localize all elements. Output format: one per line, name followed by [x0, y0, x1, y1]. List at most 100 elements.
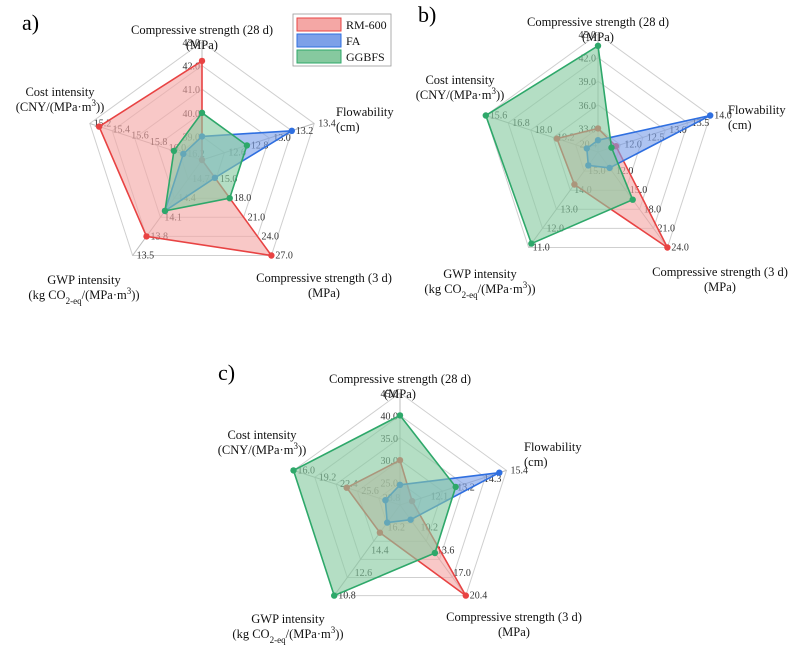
series-area-ggbfs: [292, 414, 457, 597]
axis-title-line: Cost intensity: [425, 73, 495, 87]
grid-ring: [89, 41, 315, 256]
axis-title-line: (cm): [524, 455, 548, 469]
legend-label: RM-600: [346, 18, 387, 32]
tick-label: 15.4: [511, 465, 529, 476]
chart-legend: RM-600 FA GGBFS: [292, 13, 392, 67]
data-point-fa: [707, 112, 714, 119]
axis-title-1: Flowability (cm): [524, 440, 582, 469]
radar-panel-a: a)39.040.041.042.043.012.612.813.013.213…: [16, 10, 395, 306]
axis-title-line: Flowability: [728, 103, 786, 117]
tick-label: 43.0: [183, 38, 201, 49]
data-point-rm-600: [664, 244, 671, 251]
axis-title-0: Compressive strength (28 d) (MPa): [329, 372, 471, 401]
axis-title-line: GWP intensity: [47, 273, 121, 287]
tick-label: 21.0: [248, 212, 266, 223]
data-point-rm-600: [268, 252, 275, 259]
legend-label: FA: [346, 34, 361, 48]
radar-panel-c: c)25.030.035.040.045.012.113.214.315.410…: [218, 360, 583, 645]
axis-title-line: (MPa): [582, 30, 614, 44]
axis-title-2: Compressive strength (3 d) (MPa): [256, 271, 392, 300]
tick-label: 17.0: [453, 568, 471, 579]
data-point-rm-600: [143, 233, 150, 240]
data-point-ggbfs: [528, 240, 535, 247]
axis-title-4: Cost intensity (CNY/(MPa·m3)): [218, 428, 307, 457]
axis-title-line: (CNY/(MPa·m3)): [16, 98, 105, 114]
axis-title-line: Compressive strength (28 d): [131, 23, 273, 37]
grid-ring: [292, 392, 508, 597]
data-point-ggbfs: [452, 483, 459, 491]
grid-ring: [485, 33, 711, 248]
tick-label: 18.0: [644, 204, 662, 215]
axis-title-3: GWP intensity (kg CO2-eq/(MPa·m3)): [232, 612, 343, 645]
data-point-ggbfs: [243, 142, 251, 149]
data-point-fa: [496, 469, 503, 476]
tick-label: 24.0: [671, 243, 689, 254]
data-point-ggbfs: [608, 144, 615, 151]
tick-label: 24.0: [262, 231, 280, 242]
axis-title-line: GWP intensity: [443, 267, 517, 281]
tick-label: 40.0: [381, 411, 399, 422]
tick-label: 45.0: [381, 389, 399, 400]
axis-title-line: (kg CO2-eq/(MPa·m3)): [232, 625, 343, 645]
panel-label: c): [218, 360, 235, 385]
data-point-rm-600: [95, 123, 103, 130]
data-point-ggbfs: [161, 207, 169, 215]
tick-label: 13.2: [296, 126, 314, 137]
data-point-ggbfs: [629, 196, 636, 203]
data-point-ggbfs: [331, 592, 338, 599]
tick-label: 13.6: [437, 545, 455, 556]
axis-title-0: Compressive strength (28 d) (MPa): [131, 23, 273, 52]
tick-label: 14.0: [714, 111, 732, 122]
series-area-ggbfs: [484, 44, 634, 245]
data-point-ggbfs: [594, 42, 602, 49]
tick-label: 13.4: [318, 119, 336, 130]
tick-label: 10.8: [338, 591, 356, 602]
axis-title-1: Flowability (cm): [336, 105, 394, 134]
axis-title-line: (cm): [728, 118, 752, 132]
axis-title-3: GWP intensity (kg CO2-eq/(MPa·m3)): [424, 267, 535, 300]
series-area-ggbfs: [164, 111, 248, 212]
legend-swatch: [296, 49, 342, 64]
legend-swatch: [296, 33, 342, 48]
data-point-rm-600: [198, 57, 206, 65]
axis-title-2: Compressive strength (3 d) (MPa): [446, 610, 582, 639]
axis-title-line: Flowability: [336, 105, 394, 119]
data-point-ggbfs: [482, 112, 489, 119]
axis-title-line: (MPa): [384, 387, 416, 401]
axis-title-0: Compressive strength (28 d) (MPa): [527, 15, 669, 44]
legend-label: GGBFS: [346, 50, 385, 64]
radar-panel-b: b)33.036.039.042.045.012.012.513.013.514…: [416, 2, 788, 300]
data-point-rm-600: [462, 592, 469, 599]
axis-title-line: (MPa): [308, 286, 340, 300]
axis-title-line: Compressive strength (3 d): [446, 610, 582, 624]
tick-label: 27.0: [275, 251, 293, 262]
axis-title-3: GWP intensity (kg CO2-eq/(MPa·m3)): [28, 273, 139, 306]
axis-title-line: (CNY/(MPa·m3)): [416, 86, 505, 102]
data-point-ggbfs: [198, 109, 206, 117]
tick-label: 18.0: [234, 193, 252, 204]
axis-title-line: (kg CO2-eq/(MPa·m3)): [424, 280, 535, 300]
axis-title-line: Flowability: [524, 440, 582, 454]
axis-title-line: Compressive strength (3 d): [652, 265, 788, 279]
axis-title-line: Compressive strength (3 d): [256, 271, 392, 285]
data-point-ggbfs: [431, 549, 439, 557]
axis-title-line: Cost intensity: [25, 85, 95, 99]
tick-label: 14.3: [484, 474, 502, 485]
data-point-ggbfs: [290, 467, 297, 474]
axis-title-line: Compressive strength (28 d): [329, 372, 471, 386]
axis-title-line: (MPa): [704, 280, 736, 294]
axis-title-4: Cost intensity (CNY/(MPa·m3)): [416, 73, 505, 102]
tick-label: 21.0: [658, 223, 676, 234]
axis-title-line: (cm): [336, 120, 360, 134]
tick-label: 45.0: [579, 30, 597, 41]
data-point-ggbfs: [396, 412, 404, 419]
axis-title-line: Compressive strength (28 d): [527, 15, 669, 29]
axis-title-line: Cost intensity: [227, 428, 297, 442]
axis-title-line: (MPa): [186, 38, 218, 52]
data-point-ggbfs: [226, 195, 233, 202]
axis-title-line: GWP intensity: [251, 612, 325, 626]
panel-label: a): [22, 10, 39, 35]
tick-label: 20.4: [470, 591, 488, 602]
tick-label: 13.0: [273, 133, 291, 144]
data-point-fa: [288, 127, 295, 134]
